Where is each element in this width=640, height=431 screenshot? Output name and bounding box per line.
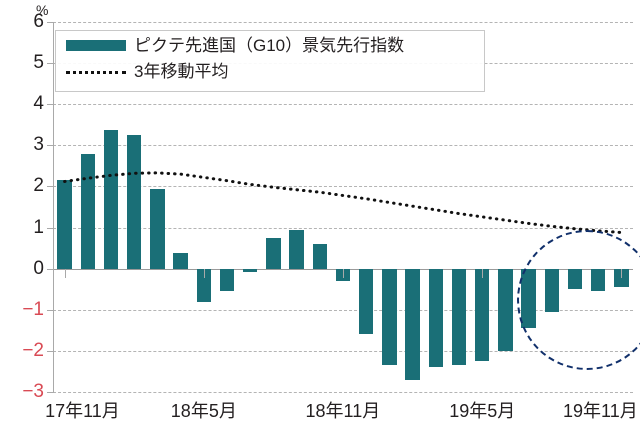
- bar: [80, 153, 95, 269]
- y-axis-label-1: 1: [33, 216, 44, 238]
- bar: [335, 268, 351, 281]
- y-tickmark-4: [47, 104, 54, 106]
- bar: [103, 129, 119, 269]
- y-tickmark-2: [47, 186, 54, 188]
- y-tickmark-0: [47, 268, 54, 270]
- bar: [475, 268, 490, 362]
- gridline-6: [53, 22, 633, 23]
- gridline-4: [53, 104, 633, 106]
- gridline-1: [53, 227, 633, 229]
- bar: [498, 268, 513, 351]
- chart-legend: ピクテ先進国（G10）景気先行指数 3年移動平均: [55, 30, 485, 92]
- legend-entry-moving-average: 3年移動平均: [66, 62, 228, 81]
- moving-average-line: [63, 171, 623, 234]
- x-tickmark-3: [482, 268, 484, 278]
- y-tickmark--2: [47, 350, 54, 352]
- bar: [289, 229, 304, 269]
- y-tickmark--1: [47, 309, 54, 311]
- x-tickmark-2: [343, 268, 344, 278]
- gridline--2: [53, 350, 633, 352]
- y-axis-label--2: −2: [22, 339, 44, 361]
- y-axis-line: [53, 22, 54, 392]
- legend-dotted-line-icon: [66, 66, 126, 77]
- x-axis-label-3: 19年5月: [449, 401, 516, 421]
- y-axis-label-6: 6: [33, 11, 44, 32]
- bar: [382, 268, 397, 366]
- y-axis-label-0: 0: [33, 257, 44, 279]
- y-tickmark--3: [47, 392, 54, 393]
- x-axis-label-2: 18年11月: [305, 401, 381, 421]
- bar: [312, 244, 327, 269]
- bar: [243, 268, 258, 272]
- legend-label-moving-average: 3年移動平均: [134, 62, 229, 81]
- y-axis-label-3: 3: [33, 134, 44, 156]
- legend-bar-swatch-icon: [66, 40, 126, 51]
- bar: [196, 268, 211, 302]
- bar: [405, 268, 420, 380]
- bar: [150, 189, 165, 269]
- bar: [451, 268, 467, 366]
- y-tickmark-3: [47, 145, 54, 147]
- gridline--3: [53, 392, 633, 393]
- x-axis-label-1: 18年5月: [170, 401, 237, 421]
- recent-months-highlight: [516, 229, 640, 370]
- y-axis-unit-label: %: [36, 2, 49, 18]
- y-axis-label--1: −1: [22, 298, 44, 320]
- bar: [173, 253, 188, 269]
- y-axis-label--3: −3: [22, 381, 44, 402]
- legend-label-index: ピクテ先進国（G10）景気先行指数: [134, 36, 405, 55]
- gridline-2: [53, 186, 633, 188]
- plot-area: [47, 22, 633, 393]
- bar: [428, 268, 443, 368]
- legend-entry-index: ピクテ先進国（G10）景気先行指数: [66, 36, 404, 55]
- bar: [127, 135, 142, 269]
- gridline--1: [53, 309, 633, 311]
- y-axis-label-4: 4: [33, 93, 44, 115]
- y-tickmark-1: [47, 227, 54, 229]
- x-tickmark-0: [64, 268, 66, 278]
- y-axis-label-2: 2: [33, 175, 44, 197]
- x-tickmark-1: [203, 268, 205, 278]
- bar: [266, 237, 281, 269]
- gridline-3: [53, 145, 633, 147]
- y-axis-label-5: 5: [33, 52, 44, 74]
- x-axis-label-0: 17年11月: [45, 401, 120, 421]
- bar: [57, 180, 72, 269]
- x-axis-label-4: 19年11月: [563, 401, 638, 421]
- y-tickmark-6: [47, 22, 54, 23]
- bar: [219, 268, 235, 292]
- bar: [359, 268, 374, 335]
- y-tickmark-5: [47, 63, 54, 65]
